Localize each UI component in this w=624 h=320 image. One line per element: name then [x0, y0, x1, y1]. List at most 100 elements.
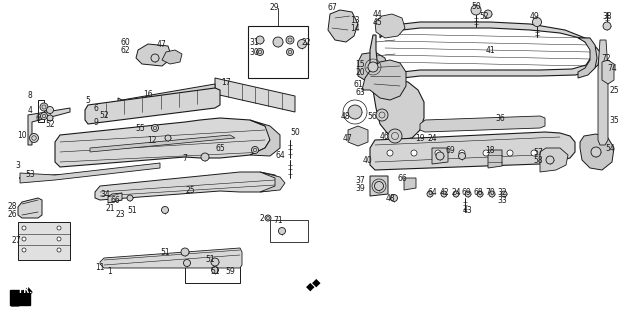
Circle shape [47, 107, 54, 114]
Polygon shape [108, 193, 122, 203]
Polygon shape [260, 172, 285, 192]
Text: 46: 46 [380, 132, 390, 140]
Circle shape [411, 150, 417, 156]
Text: 51: 51 [127, 205, 137, 214]
Polygon shape [90, 135, 235, 152]
Circle shape [183, 260, 190, 267]
Text: 52: 52 [479, 12, 489, 20]
Text: 43: 43 [463, 205, 473, 214]
Text: FR.: FR. [18, 286, 32, 295]
Text: 6: 6 [94, 103, 99, 113]
Text: 47: 47 [343, 133, 353, 142]
Text: 39: 39 [355, 183, 365, 193]
Text: 54: 54 [605, 143, 615, 153]
Text: 36: 36 [495, 114, 505, 123]
Text: 53: 53 [25, 170, 35, 179]
Circle shape [532, 18, 542, 27]
Circle shape [427, 191, 433, 197]
Polygon shape [162, 50, 182, 64]
Text: 7: 7 [183, 154, 187, 163]
Circle shape [489, 191, 495, 197]
Circle shape [453, 191, 459, 197]
Text: 19: 19 [415, 133, 425, 142]
Polygon shape [122, 84, 215, 114]
Text: 51: 51 [210, 268, 220, 276]
Text: 61: 61 [353, 79, 363, 89]
Text: 64: 64 [275, 150, 285, 159]
Circle shape [162, 206, 168, 213]
Text: 13: 13 [350, 15, 360, 25]
Circle shape [212, 267, 218, 274]
Circle shape [388, 129, 402, 143]
Polygon shape [55, 118, 270, 167]
Polygon shape [420, 116, 545, 132]
Circle shape [483, 150, 489, 156]
Text: 65: 65 [215, 143, 225, 153]
Text: 22: 22 [301, 37, 311, 46]
Circle shape [501, 191, 507, 197]
Polygon shape [328, 10, 358, 42]
Polygon shape [20, 163, 160, 183]
Text: 18: 18 [485, 146, 495, 155]
Polygon shape [18, 198, 42, 218]
Text: ◆: ◆ [312, 278, 320, 288]
Text: 56: 56 [367, 111, 377, 121]
Polygon shape [250, 120, 280, 156]
Text: 48: 48 [340, 111, 350, 121]
Polygon shape [380, 22, 600, 88]
Circle shape [484, 10, 492, 18]
Text: 1: 1 [107, 268, 112, 276]
Text: 58: 58 [533, 156, 543, 164]
Circle shape [201, 153, 209, 161]
Text: 68: 68 [473, 188, 483, 196]
Text: 16: 16 [143, 90, 153, 99]
Text: 24: 24 [451, 188, 461, 196]
FancyArrow shape [11, 288, 32, 306]
Circle shape [379, 111, 386, 118]
Text: 72: 72 [601, 53, 611, 62]
Polygon shape [540, 148, 568, 172]
Circle shape [165, 135, 171, 141]
Text: 17: 17 [221, 77, 231, 86]
Circle shape [211, 258, 219, 266]
Polygon shape [348, 126, 368, 146]
Text: 10: 10 [17, 131, 27, 140]
Polygon shape [362, 60, 406, 100]
Text: 49: 49 [530, 12, 540, 20]
Text: 45: 45 [373, 18, 383, 27]
Circle shape [477, 191, 483, 197]
Text: 69: 69 [445, 146, 455, 155]
Text: 29: 29 [269, 3, 279, 12]
Text: 71: 71 [273, 215, 283, 225]
Circle shape [181, 248, 189, 256]
Text: 63: 63 [355, 87, 365, 97]
Circle shape [465, 191, 471, 197]
Text: 40: 40 [363, 156, 373, 164]
Text: 9: 9 [94, 117, 99, 126]
Circle shape [22, 248, 26, 252]
Circle shape [151, 54, 159, 62]
Circle shape [152, 124, 158, 132]
Text: 50: 50 [471, 2, 481, 11]
Circle shape [40, 103, 48, 111]
Text: 35: 35 [609, 116, 619, 124]
Text: 50: 50 [290, 127, 300, 137]
Bar [270, 220, 308, 242]
Bar [18, 222, 70, 260]
Text: 60: 60 [120, 37, 130, 46]
Circle shape [265, 215, 271, 221]
Polygon shape [85, 88, 220, 124]
Circle shape [22, 237, 26, 241]
Text: 28: 28 [7, 202, 17, 211]
Circle shape [531, 150, 537, 156]
Text: 12: 12 [147, 135, 157, 145]
Text: 8: 8 [27, 91, 32, 100]
Circle shape [273, 37, 283, 47]
Text: 32: 32 [497, 188, 507, 196]
Polygon shape [370, 35, 424, 140]
Polygon shape [375, 14, 405, 38]
Bar [185, 255, 240, 283]
Circle shape [298, 39, 306, 49]
Circle shape [391, 195, 397, 202]
Text: 33: 33 [497, 196, 507, 204]
